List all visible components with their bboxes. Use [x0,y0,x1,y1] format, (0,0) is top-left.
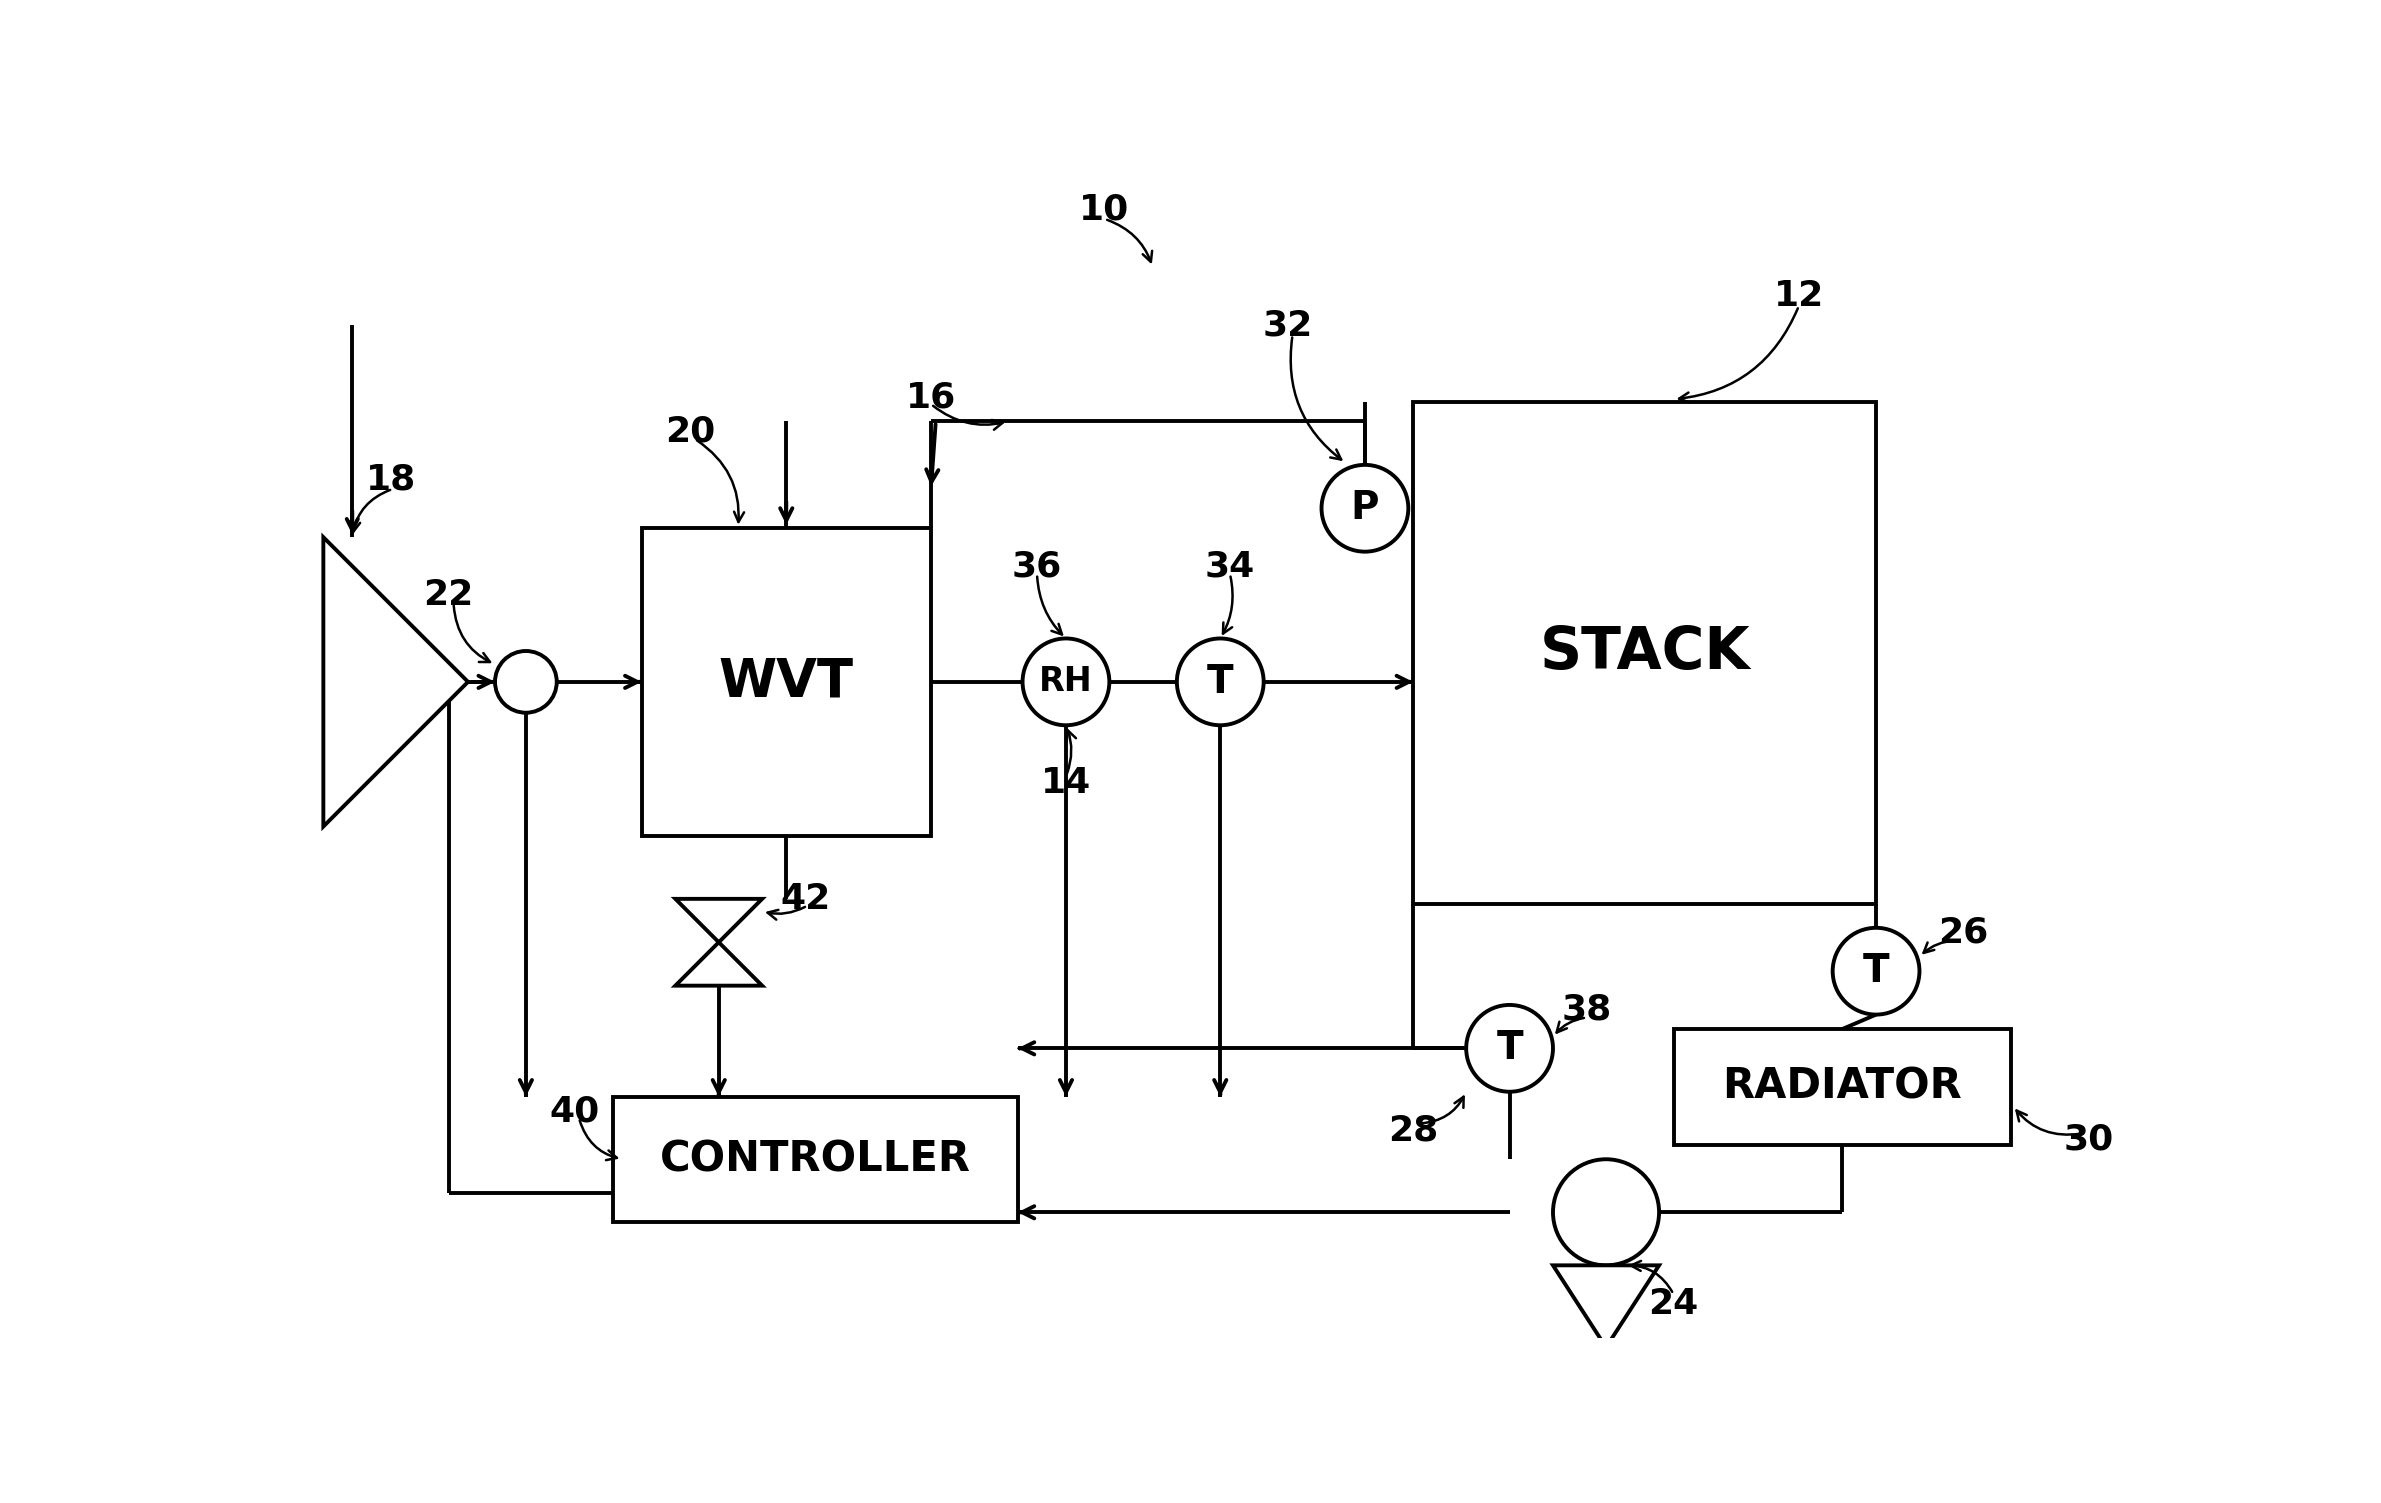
Text: 36: 36 [1012,549,1062,583]
Text: 38: 38 [1562,993,1612,1027]
Text: T: T [1862,953,1891,990]
Text: 18: 18 [367,463,417,496]
Polygon shape [676,942,762,986]
Text: 26: 26 [1938,915,1988,950]
Text: 32: 32 [1262,308,1312,343]
Polygon shape [676,899,762,942]
Circle shape [1021,639,1110,726]
Text: 28: 28 [1388,1114,1438,1147]
Text: 16: 16 [905,380,957,415]
Text: T: T [1495,1030,1524,1067]
Text: 12: 12 [1774,280,1824,313]
Text: 42: 42 [781,882,831,915]
Circle shape [1176,639,1264,726]
Circle shape [1833,927,1919,1015]
Circle shape [1321,464,1407,552]
Circle shape [495,651,557,712]
Text: WVT: WVT [719,655,855,708]
Polygon shape [324,537,469,827]
Text: STACK: STACK [1538,624,1750,681]
Text: 14: 14 [1040,767,1090,800]
Text: CONTROLLER: CONTROLLER [660,1138,971,1180]
Text: P: P [1350,490,1379,528]
Text: RH: RH [1038,666,1093,699]
Text: 34: 34 [1205,549,1255,583]
Bar [640,528,931,836]
Bar [1674,1030,2012,1145]
Bar [612,1097,1017,1222]
Circle shape [1552,1159,1660,1266]
Text: RADIATOR: RADIATOR [1721,1066,1962,1108]
Text: 40: 40 [550,1094,600,1129]
Text: 10: 10 [1079,192,1129,227]
Bar [1414,403,1876,903]
Text: 20: 20 [664,415,714,448]
Text: T: T [1207,663,1233,700]
Text: 22: 22 [424,579,474,612]
Circle shape [1467,1006,1552,1091]
Text: 30: 30 [2062,1123,2114,1157]
Text: 24: 24 [1648,1287,1698,1321]
Polygon shape [1552,1266,1660,1347]
